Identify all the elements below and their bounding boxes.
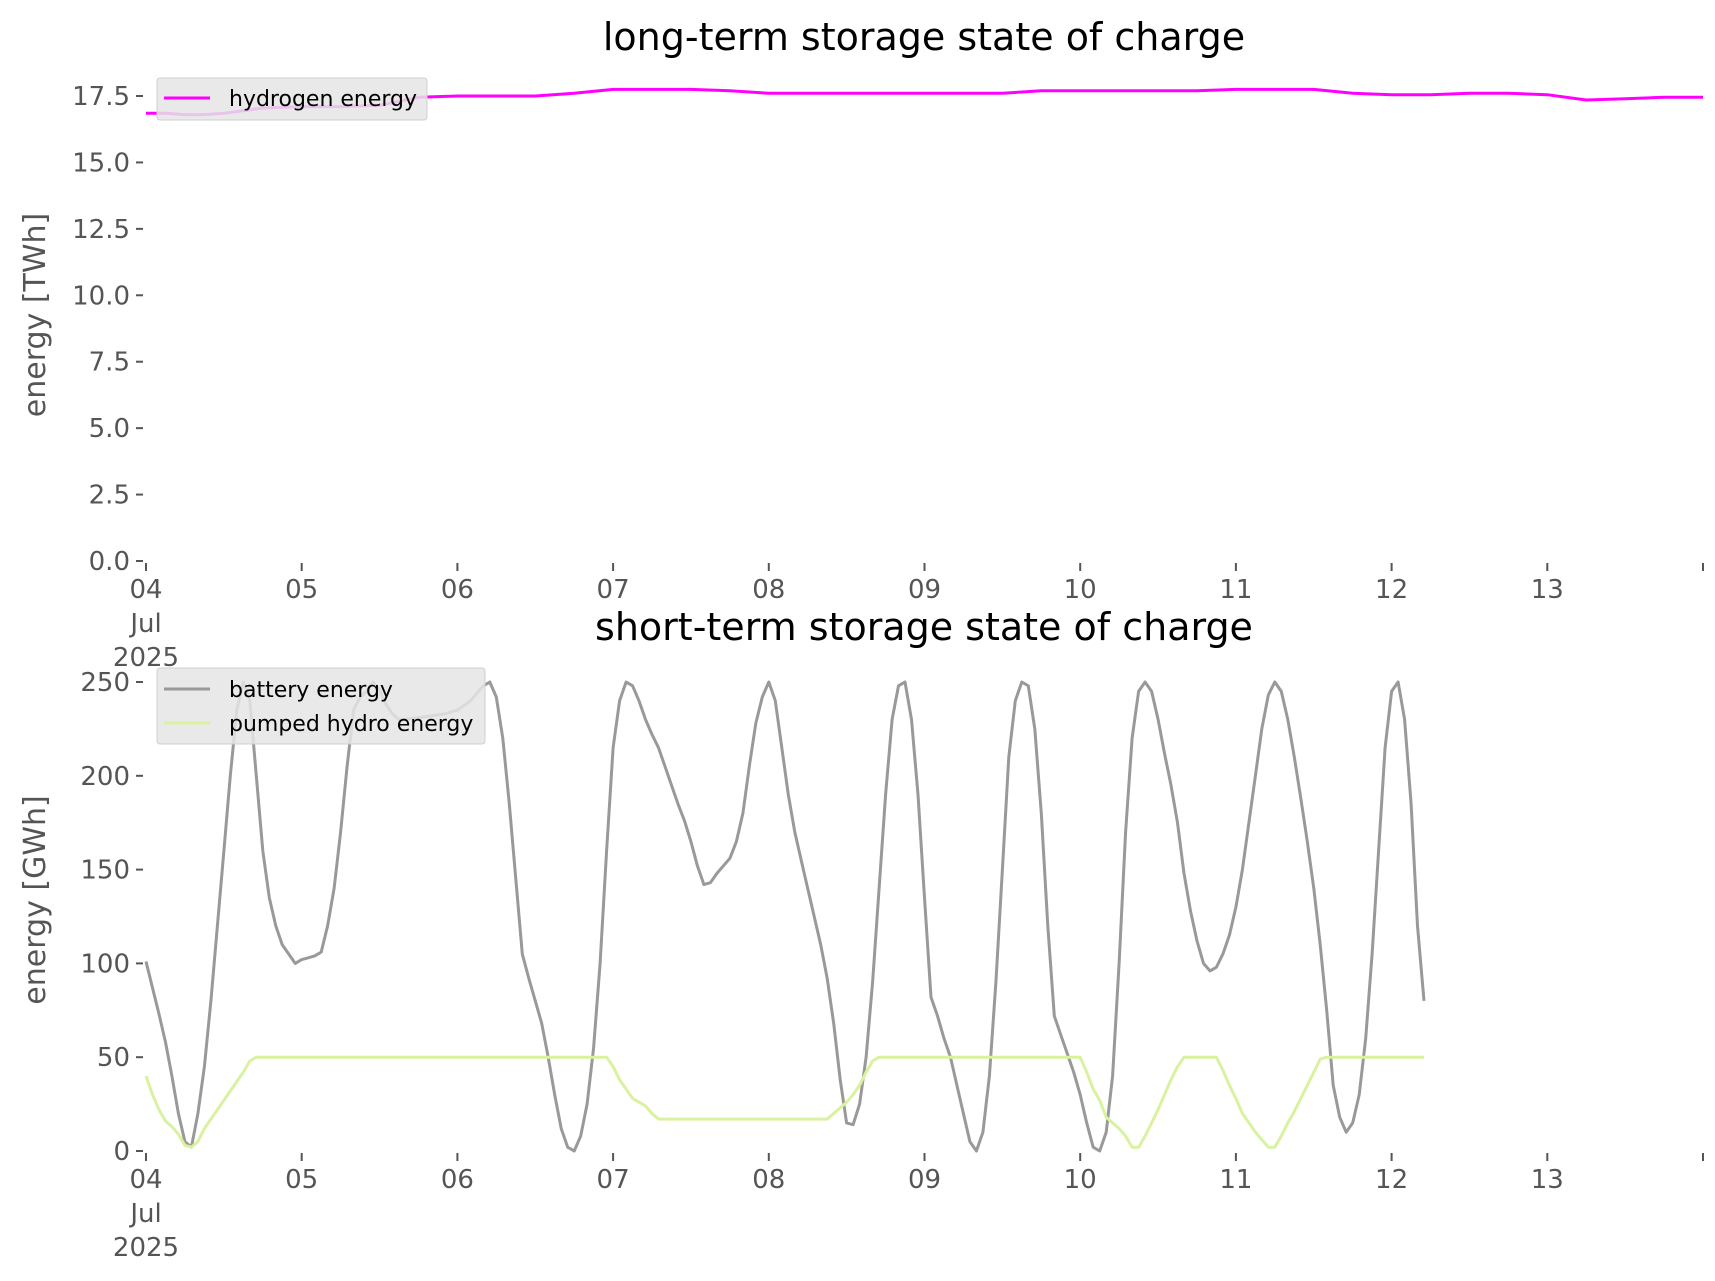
x-tick-label: 12 — [1375, 575, 1408, 605]
x-tick-label: 09 — [908, 575, 941, 605]
x-tick-label: 07 — [597, 1165, 630, 1195]
series-group-short-term — [144, 680, 1426, 1153]
y-axis-label-long-term: energy [TWh] — [18, 213, 53, 417]
long-term-panel: long-term storage state of charge energy… — [18, 15, 1704, 673]
x-axis-ticks-short-term: 04 Jul 2025 05 06 07 08 09 10 11 12 13 — [113, 1153, 1704, 1263]
x-tick-label: 05 — [285, 575, 318, 605]
y-tick-label: 0 — [113, 1137, 130, 1167]
y-tick-label: 5.0 — [89, 414, 130, 444]
y-axis-label-short-term: energy [GWh] — [18, 795, 53, 1004]
x-tick-label: 06 — [441, 1165, 474, 1195]
series-line-pumped-hydro-energy — [144, 1055, 1424, 1149]
y-tick-label: 12.5 — [72, 215, 130, 245]
legend-long-term: hydrogen energy — [156, 77, 428, 121]
x-tick-label: 09 — [908, 1165, 941, 1195]
y-axis-ticks-short-term: 0 50 100 150 200 250 — [80, 668, 143, 1167]
legend-box-short-term — [156, 667, 486, 745]
y-axis-ticks-long-term: 0.0 2.5 5.0 7.5 10.0 12.5 15.0 17.5 — [72, 82, 143, 577]
y-tick-label: 7.5 — [89, 348, 130, 378]
x-tick-label: 08 — [752, 575, 785, 605]
chart-title-short-term: short-term storage state of charge — [595, 605, 1253, 649]
x-tick-label: 08 — [752, 1165, 785, 1195]
y-tick-label: 15.0 — [72, 148, 130, 178]
x-axis-ticks-long-term: 04 Jul 2025 05 06 07 08 09 10 11 12 13 — [113, 563, 1704, 673]
x-tick-label: 11 — [1219, 575, 1252, 605]
y-tick-label: 100 — [80, 949, 130, 979]
y-tick-label: 0.0 — [89, 547, 130, 577]
x-tick-label: 13 — [1531, 1165, 1564, 1195]
short-term-panel: short-term storage state of charge energ… — [18, 605, 1704, 1263]
x-tick-label: 04 Jul 2025 — [113, 575, 179, 673]
y-tick-label: 200 — [80, 762, 130, 792]
y-tick-label: 17.5 — [72, 82, 130, 112]
y-tick-label: 150 — [80, 856, 130, 886]
legend-label-hydrogen-energy: hydrogen energy — [229, 87, 417, 112]
series-line-battery-energy — [144, 680, 1426, 1153]
x-tick-label: 10 — [1064, 575, 1097, 605]
x-tick-label: 05 — [285, 1165, 318, 1195]
legend-short-term: battery energy pumped hydro energy — [156, 667, 486, 745]
x-tick-label: 12 — [1375, 1165, 1408, 1195]
legend-box-long-term — [156, 77, 428, 121]
legend-label-pumped-hydro-energy: pumped hydro energy — [229, 712, 473, 737]
y-tick-label: 2.5 — [89, 481, 130, 511]
y-tick-label: 50 — [97, 1043, 130, 1073]
y-tick-label: 250 — [80, 668, 130, 698]
legend-label-battery-energy: battery energy — [229, 678, 393, 703]
x-tick-label: 07 — [597, 575, 630, 605]
x-tick-label: 10 — [1064, 1165, 1097, 1195]
y-tick-label: 10.0 — [72, 281, 130, 311]
x-tick-label: 13 — [1531, 575, 1564, 605]
x-tick-label: 06 — [441, 575, 474, 605]
x-tick-label: 04 Jul 2025 — [113, 1165, 179, 1263]
chart-title-long-term: long-term storage state of charge — [603, 15, 1245, 59]
x-tick-label: 11 — [1219, 1165, 1252, 1195]
